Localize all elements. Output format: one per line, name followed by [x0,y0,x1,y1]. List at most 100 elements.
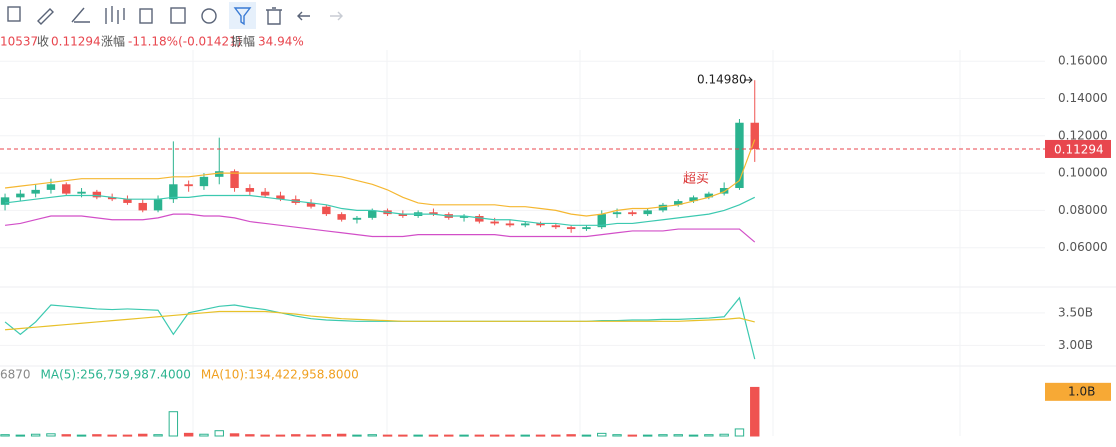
volume-bar [688,434,699,437]
tool-icon[interactable] [139,8,153,24]
candle-body [276,195,285,200]
candle-body [429,212,438,215]
tool-icon[interactable] [170,7,186,24]
candle-body [475,215,484,222]
candle-body [337,214,346,220]
candle-body [628,212,637,215]
volume-bar [520,434,530,437]
tick-box [1045,382,1111,401]
candle-body [689,197,698,202]
info-label: 振幅 [231,34,255,49]
volume-bar [291,434,301,437]
signal-annotation: 超买 [683,172,709,187]
volume-bar [46,433,56,437]
y-tick-label: 0.14000 [1058,91,1108,105]
candle-body [505,223,515,226]
info-value: 0.11294 [51,35,101,49]
high-annotation: 0.14980 [697,73,747,87]
tool-icon[interactable] [105,6,125,24]
v-grid [192,50,961,436]
volume-bar [92,434,102,437]
volume-bar [489,434,500,437]
indicator-line [4,310,755,331]
volume-bar [673,434,683,437]
tool-icon[interactable] [201,8,217,24]
volume-bar [505,434,515,437]
candle-body [46,184,56,190]
volume-bar [428,434,439,437]
volume-bar [398,434,408,437]
volume-bar [704,434,714,437]
candle-body [750,122,759,149]
tool-icon[interactable] [330,11,343,21]
candle-body [123,199,132,203]
candle-body [597,214,606,228]
volume-header: MA(5):256,759,987.4000 [41,368,191,382]
candle-body [612,212,622,215]
band-line [4,139,756,217]
candle-body [260,191,270,196]
candle-body [92,191,102,198]
tool-icon[interactable] [7,6,21,22]
volume-bar [138,433,148,437]
volume-header: MA(10):134,422,958.8000 [201,368,359,382]
candle-body [77,191,86,194]
volume-bar [581,434,592,437]
y-tick-label: 0.08000 [1058,203,1108,217]
volume-bar [183,432,194,437]
volume-bar [76,434,87,437]
candle-body [566,227,576,230]
candle-body [0,197,10,205]
tool-icon[interactable] [37,8,54,25]
candle-body [62,184,71,194]
volume-bar [107,434,117,437]
band-line [4,213,756,243]
volume-bar [597,432,607,437]
tool-icon[interactable] [266,7,282,25]
candle-body [184,184,193,187]
volume-bar [15,434,26,437]
candle-body [31,189,40,194]
y-tick-label: 0.16000 [1058,54,1108,68]
y-tick-label: 0.06000 [1058,240,1108,254]
candle-body [582,227,591,230]
candle-body [153,199,163,211]
volume-bar [413,434,423,437]
tool-icon[interactable] [71,7,90,23]
candle-body [245,188,255,192]
candle-body [704,193,714,198]
y-tick-label: 3.00B [1058,338,1093,352]
volume-bar [474,434,485,437]
indicator-line [4,296,756,360]
volume-bar [0,434,10,437]
volume-bar [734,428,745,437]
tool-icon[interactable] [233,7,252,26]
candle-body [169,184,178,200]
volume-bar [199,433,209,437]
info-prefix: 10537 [0,35,38,49]
volume-bar [658,434,668,437]
candle-body [138,202,147,211]
y-tick-label: 3.50B [1058,305,1093,319]
tool-active-bg [229,2,256,29]
candle-body [735,122,744,189]
band-line [4,194,756,226]
candle-body [551,225,561,228]
candle-body [107,197,117,200]
volume-bar [352,434,362,437]
volume-bar [382,434,393,437]
volume-bar [245,434,255,437]
volume-bar [61,434,71,437]
volume-bar [306,434,316,437]
y-tick-label: 0.10000 [1058,166,1108,180]
volume-bar [336,433,347,437]
volume-bar [551,434,561,437]
volume-bar [229,433,240,437]
toolbar [7,2,343,29]
volume-bar [122,434,133,437]
volume-bar [275,434,286,437]
tool-icon[interactable] [297,11,310,21]
candle-body [352,217,362,220]
candle-body [199,176,209,187]
